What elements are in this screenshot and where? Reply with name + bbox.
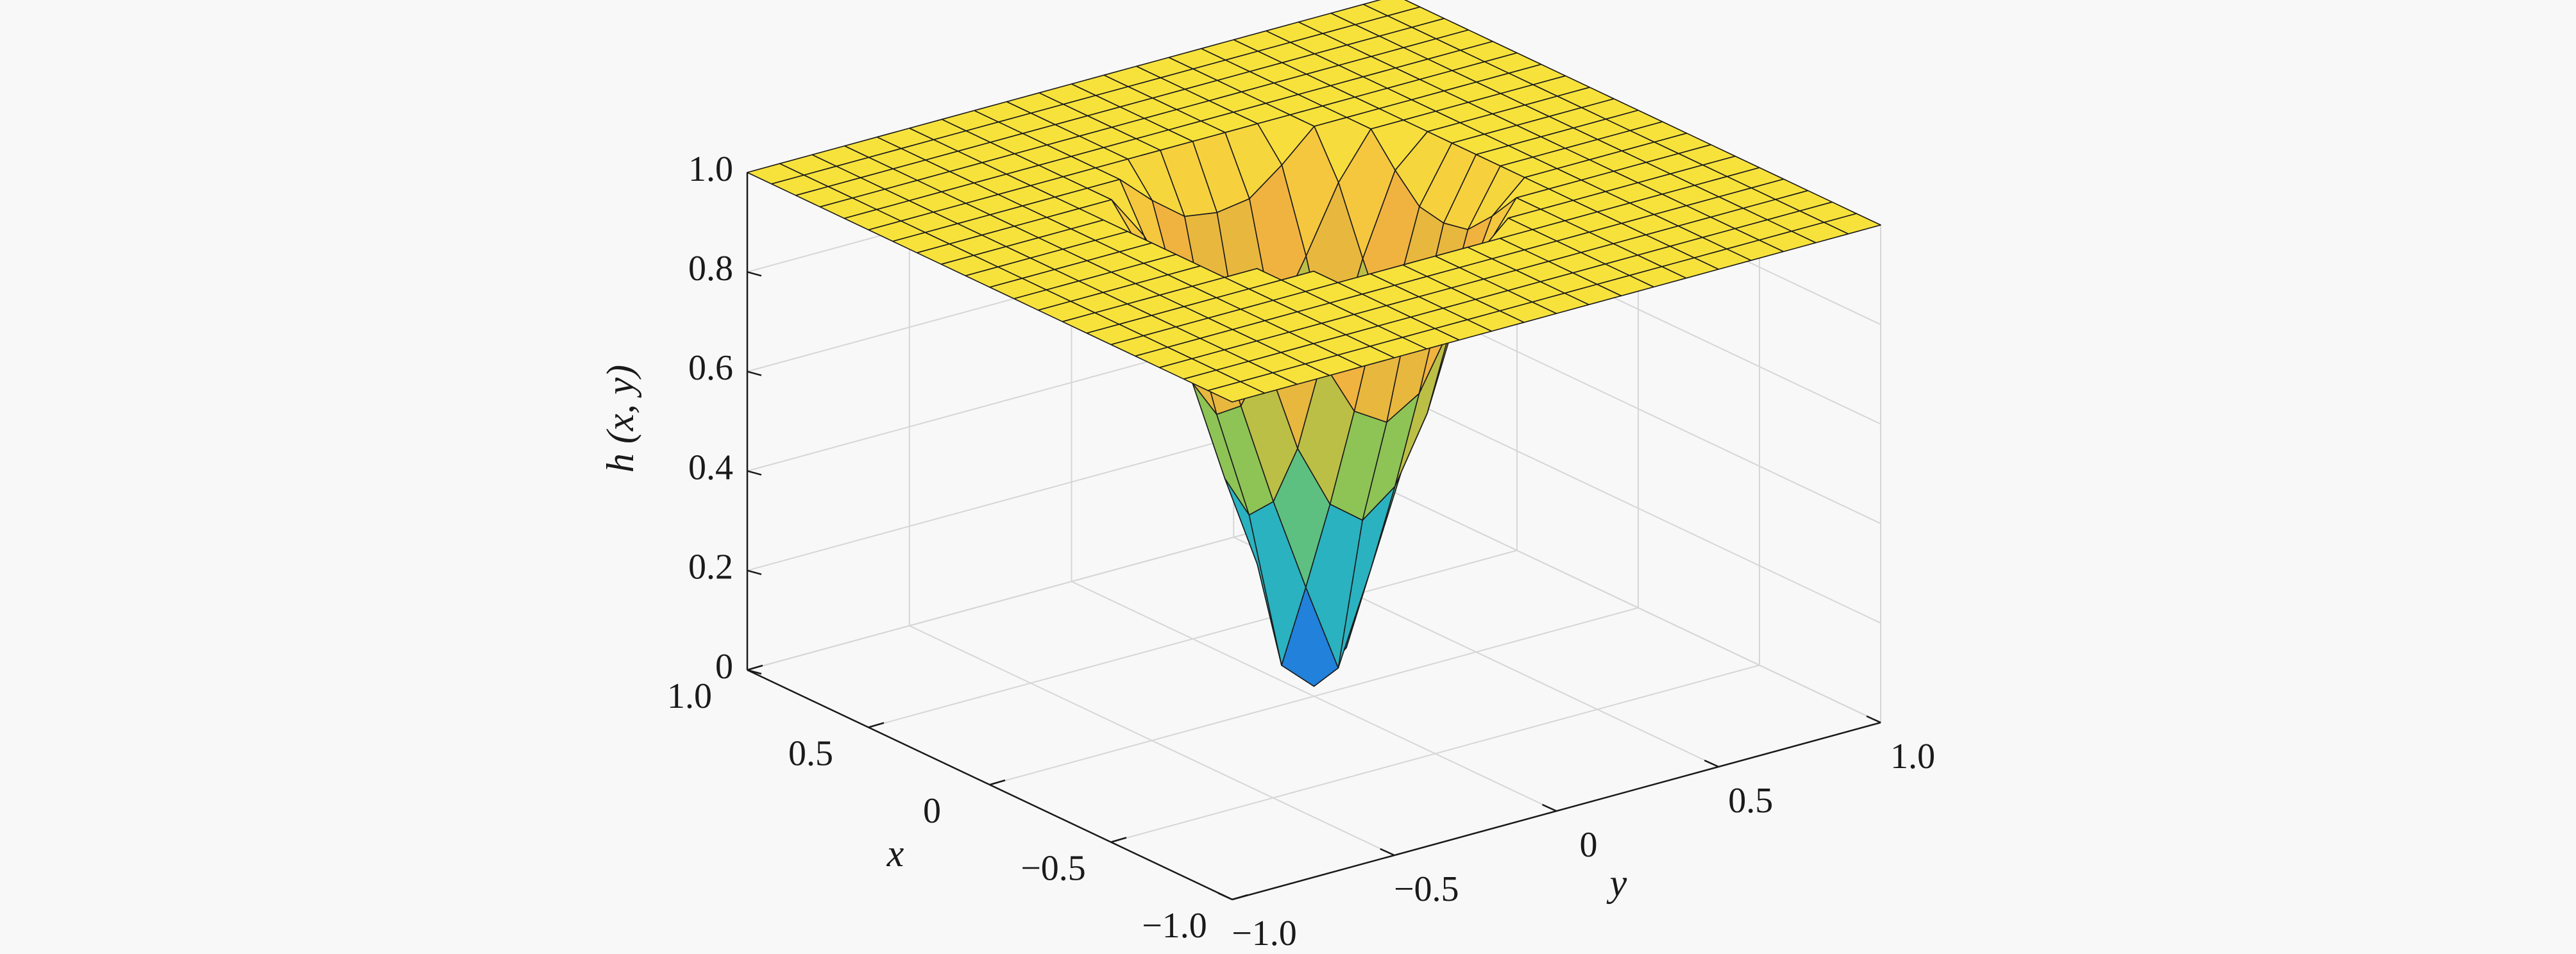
y-tick [1541, 803, 1557, 812]
z-tick [747, 470, 762, 476]
z-tick-label: 0.2 [688, 548, 733, 587]
x-tick [868, 722, 885, 728]
y-tick-label: 0.5 [1728, 781, 1773, 821]
grid-line [1071, 581, 1557, 812]
z-tick-label: 0.8 [688, 249, 733, 289]
z-tick [747, 371, 762, 376]
z-tick-label: 0 [715, 647, 733, 687]
y-tick-label: −0.5 [1394, 869, 1459, 909]
z-tick [747, 271, 762, 277]
y-tick [1866, 715, 1881, 724]
x-tick [747, 664, 763, 671]
y-tick [1217, 892, 1233, 901]
y-tick [1704, 759, 1719, 768]
x-tick-label: −0.5 [1021, 848, 1086, 888]
x-tick [1110, 837, 1127, 843]
x-tick-label: −1.0 [1142, 906, 1207, 946]
grid-line [1395, 492, 1881, 723]
y-tick [1380, 848, 1395, 857]
y-tick-label: 0 [1580, 825, 1598, 865]
x-tick-label: 1.0 [667, 676, 712, 716]
z-tick-label: 1.0 [688, 149, 733, 189]
x-axis-label: x [886, 832, 904, 874]
z-axis-label: h (x, y) [599, 365, 641, 473]
y-tick-label: 1.0 [1890, 737, 1935, 776]
y-tick-label: −1.0 [1232, 914, 1297, 953]
z-tick [747, 569, 762, 576]
x-tick-label: 0.5 [788, 733, 833, 773]
x-tick-label: 0 [923, 791, 941, 831]
x-tick [989, 779, 1006, 786]
z-tick-label: 0.4 [688, 448, 733, 487]
y-axis-label: y [1606, 862, 1627, 904]
z-tick [747, 669, 762, 675]
grid-line [1395, 392, 1881, 624]
z-tick-label: 0.6 [688, 348, 733, 388]
grid-line [909, 625, 1395, 856]
x-tick [1232, 894, 1248, 901]
surface-patch [1207, 381, 1266, 403]
